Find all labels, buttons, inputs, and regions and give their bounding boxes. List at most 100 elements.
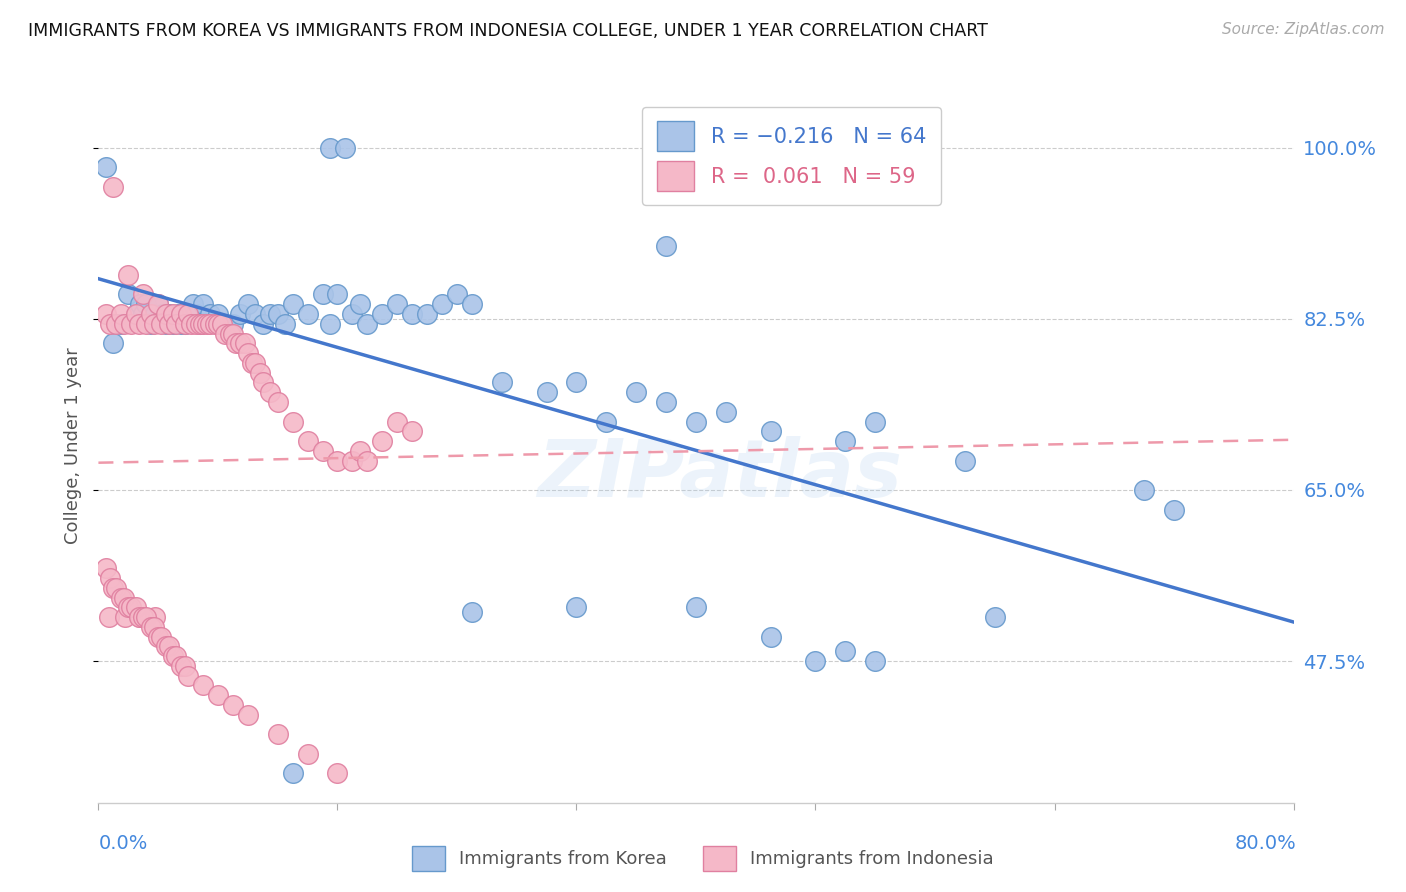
Point (162, 317, 184, 331)
Point (236, 346, 259, 360)
Point (356, 317, 378, 331)
Point (865, 415, 887, 429)
Point (759, 425, 782, 439)
Point (626, 385, 648, 400)
Point (267, 395, 290, 409)
Point (236, 707, 259, 722)
Point (714, 405, 737, 419)
Point (204, 317, 226, 331)
Point (446, 287, 468, 301)
Text: Source: ZipAtlas.com: Source: ZipAtlas.com (1222, 22, 1385, 37)
Point (191, 678, 214, 692)
Point (188, 317, 211, 331)
Point (128, 317, 150, 331)
Point (148, 297, 170, 311)
Point (174, 317, 197, 331)
Point (259, 307, 281, 321)
Point (139, 620, 162, 634)
Point (135, 317, 157, 331)
Point (229, 336, 252, 351)
Point (110, 307, 132, 321)
Point (401, 307, 423, 321)
Point (174, 317, 197, 331)
Point (252, 317, 274, 331)
Point (112, 591, 135, 605)
Point (200, 307, 222, 321)
Point (174, 659, 197, 673)
Point (114, 610, 136, 624)
Point (112, 317, 135, 331)
Point (142, 620, 165, 634)
Point (219, 326, 242, 341)
Point (371, 434, 394, 449)
Point (191, 297, 214, 311)
Point (207, 317, 229, 331)
Point (169, 307, 191, 321)
Point (461, 605, 484, 619)
Point (281, 297, 304, 311)
Legend: R = −0.216   N = 64, R =  0.061   N = 59: R = −0.216 N = 64, R = 0.061 N = 59 (643, 107, 941, 205)
Point (245, 356, 267, 370)
Point (211, 317, 233, 331)
Point (416, 307, 439, 321)
Point (105, 317, 128, 331)
Point (191, 317, 214, 331)
Point (385, 415, 409, 429)
Point (103, 180, 125, 194)
Point (281, 766, 304, 780)
Point (240, 356, 263, 370)
Point (834, 434, 856, 449)
Point (125, 307, 148, 321)
Point (491, 376, 513, 390)
Point (349, 443, 371, 458)
Point (110, 317, 132, 331)
Point (342, 307, 364, 321)
Point (311, 287, 333, 301)
Point (222, 317, 245, 331)
Point (759, 630, 782, 644)
Point (655, 395, 678, 409)
Point (100, 571, 122, 585)
Point (166, 307, 188, 321)
Text: IMMIGRANTS FROM KOREA VS IMMIGRANTS FROM INDONESIA COLLEGE, UNDER 1 YEAR CORRELA: IMMIGRANTS FROM KOREA VS IMMIGRANTS FROM… (28, 22, 988, 40)
Point (1163, 502, 1185, 516)
Point (150, 317, 173, 331)
Point (125, 307, 148, 321)
Point (804, 654, 827, 668)
Point (94, 307, 117, 321)
Point (319, 317, 342, 331)
Point (865, 654, 887, 668)
Point (159, 307, 181, 321)
Point (595, 415, 617, 429)
Point (326, 287, 349, 301)
Point (103, 581, 125, 595)
Point (953, 453, 976, 467)
Point (214, 317, 236, 331)
Point (162, 307, 184, 321)
Point (110, 591, 132, 605)
Point (128, 610, 150, 624)
Point (181, 297, 204, 311)
Point (117, 600, 139, 615)
Point (342, 453, 364, 467)
Point (281, 415, 304, 429)
Point (177, 669, 200, 683)
Point (252, 376, 274, 390)
Point (117, 287, 139, 301)
Point (162, 649, 184, 664)
Text: ZIPatlas: ZIPatlas (537, 435, 903, 514)
Point (117, 268, 139, 282)
Point (200, 317, 222, 331)
Point (685, 415, 707, 429)
Point (834, 644, 856, 658)
Point (97, 610, 120, 624)
Point (157, 317, 180, 331)
Point (103, 336, 125, 351)
Point (155, 307, 177, 321)
Point (148, 297, 170, 311)
Point (267, 307, 290, 321)
Point (214, 326, 236, 341)
Point (249, 366, 271, 380)
Point (94, 561, 117, 575)
Point (143, 307, 166, 321)
